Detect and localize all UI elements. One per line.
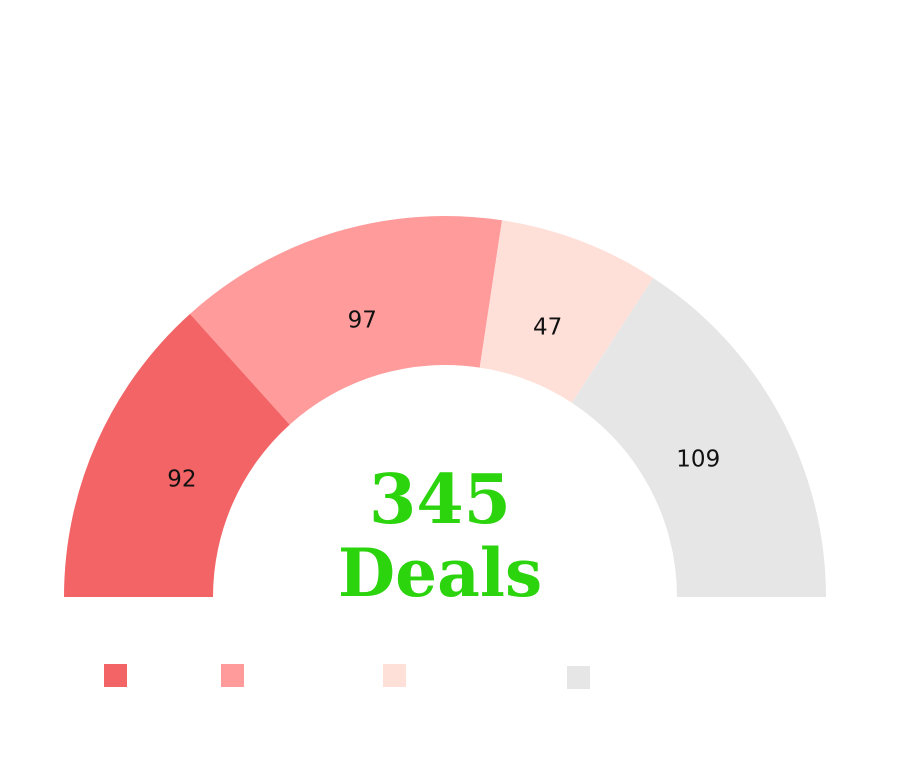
gauge-slice-1 [64,313,290,597]
gauge-slices [64,216,826,597]
gauge-slice-label-2: 97 [348,308,377,334]
center-total-value: 345 [369,460,511,540]
center-total-label: Deals [338,534,542,612]
gauge-slice-3 [479,220,654,403]
gauge-slice-label-1: 92 [167,466,196,492]
gauge-slice-label-4: 109 [676,446,720,472]
legend-swatch-1[interactable] [104,664,127,687]
gauge-slice-2 [190,216,503,425]
gauge-slice-labels: 92 97 47 109 [167,308,720,493]
gauge-slice-label-3: 47 [533,314,562,340]
legend-swatch-3[interactable] [383,664,406,687]
gauge-slice-4 [571,277,826,597]
legend [104,664,590,689]
legend-swatch-4[interactable] [567,666,590,689]
legend-swatch-2[interactable] [221,664,244,687]
